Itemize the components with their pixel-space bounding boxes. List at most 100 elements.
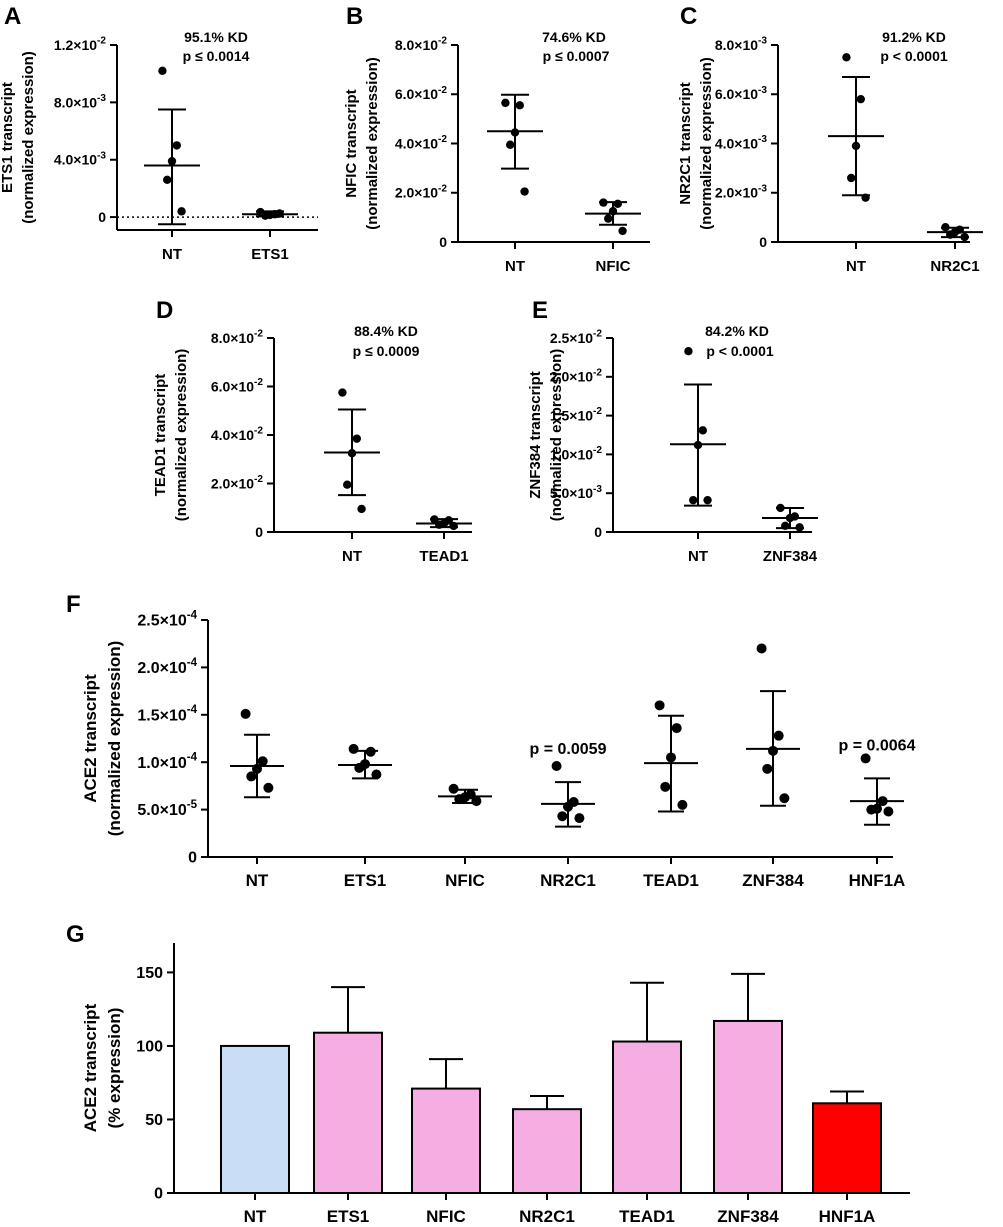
panel-b-ylabel-1: NFIC transcript: [343, 89, 360, 197]
panel-f-point: [471, 796, 482, 807]
panel-b-y-tick-label-exponent: -2: [438, 36, 447, 47]
panel-b-point: [501, 98, 510, 108]
panel-f: F ACE2 transcript (normalized expression) 0…: [66, 591, 916, 890]
panel-e-letter: E: [532, 297, 548, 324]
panel-a-y-tick-label-exponent: -3: [97, 93, 106, 104]
panel-d-ylabel-2: (normalized expression): [173, 349, 190, 522]
panel-f-point: [557, 811, 568, 822]
panel-a-letter: A: [4, 3, 21, 30]
panel-g-x-tick-label: ETS1: [327, 1207, 370, 1226]
panel-d-x-tick-label: TEAD1: [419, 548, 468, 565]
panel-c-kd-label: 91.2% KD: [882, 29, 946, 45]
panel-b-point: [515, 101, 524, 110]
panel-c-y-tick-label-exponent: -3: [758, 134, 767, 145]
panel-d-y-tick-label-exponent: -2: [254, 377, 263, 388]
panel-g-letter: G: [66, 921, 85, 948]
panel-d-y-tick-label-base: 8.0×10: [211, 330, 254, 346]
panel-b-kd-label: 74.6% KD: [542, 29, 606, 45]
panel-g-x-tick-label: NR2C1: [519, 1207, 575, 1226]
panel-f-x-tick-label: NT: [246, 871, 269, 890]
panel-f-x-tick-label: ETS1: [344, 871, 387, 890]
panel-c-x-tick-label: NR2C1: [930, 258, 979, 275]
panel-e: E ZNF384 transcript (normalized expression…: [527, 297, 818, 565]
panel-a-y-tick-label-exponent: -2: [97, 36, 106, 47]
panel-d-y-tick-label-base: 6.0×10: [211, 378, 254, 394]
panel-c-y-tick-label: 6.0×10-3: [715, 85, 768, 102]
panel-c-y-tick-label: 0: [759, 234, 767, 250]
panel-e-y-tick-label: 2.5×10-2: [550, 329, 603, 346]
panel-c-y-tick-label: 4.0×10-3: [715, 134, 768, 151]
panel-d-y-tick-label-base: 4.0×10: [211, 427, 254, 443]
panel-f-x-tick-label: ZNF384: [742, 871, 804, 890]
panel-f-y-tick-label-exponent: -4: [187, 657, 198, 669]
panel-a-y-tick-label: 0: [98, 209, 106, 225]
panel-b-point: [506, 140, 515, 149]
panel-g-bar: [313, 1031, 383, 1195]
panel-c-y-tick-label-base: 2.0×10: [715, 185, 758, 201]
panel-f-y-tick-label: 2.0×10-4: [137, 657, 197, 677]
panel-g-ylabel-2: (% expression): [105, 1008, 124, 1129]
panel-b-y-tick-label-base: 0: [439, 234, 447, 250]
panel-a-kd-label: 95.1% KD: [184, 29, 248, 45]
panel-e-point: [698, 426, 707, 435]
panel-b-y-tick-label: 6.0×10-2: [395, 85, 448, 102]
panel-e-y-tick-label-base: 2.5×10: [550, 330, 593, 346]
panel-d-y-tick-label-exponent: -2: [254, 426, 263, 437]
panel-b-y-tick-label: 4.0×10-2: [395, 134, 448, 151]
panel-a-point: [158, 66, 167, 76]
panel-f-point: [779, 793, 790, 804]
panel-d-y-tick-label: 2.0×10-2: [211, 474, 264, 491]
panel-d-y-tick-label: 8.0×10-2: [211, 329, 264, 346]
panel-c-ylabel-2: (normalized expression): [698, 57, 715, 230]
panel-b-point: [618, 226, 627, 236]
panel-f-y-tick-label-exponent: -4: [187, 704, 198, 716]
panel-a-point: [172, 141, 181, 150]
panel-c: C NR2C1 transcript (normalized expression)…: [677, 3, 983, 275]
panel-a-y-tick-label-exponent: -3: [97, 150, 106, 161]
panel-f-x-tick-label: TEAD1: [643, 871, 699, 890]
panel-b-y-tick-label-exponent: -2: [438, 85, 447, 96]
panel-f-point: [883, 806, 894, 817]
panel-c-y-tick-label: 2.0×10-3: [715, 183, 768, 200]
panel-d-point: [352, 434, 361, 443]
panel-e-x-tick-label: NT: [688, 548, 708, 565]
panel-g-ylabel-1: ACE2 transcript: [81, 1003, 100, 1132]
panel-f-point: [756, 643, 767, 654]
panel-c-y-tick-label-base: 0: [759, 234, 767, 250]
panel-f-ylabel-2: (normalized expression): [105, 641, 124, 837]
panel-e-y-tick-label: 5.0×10-3: [550, 484, 603, 501]
panel-f-y-tick-label: 1.0×10-4: [137, 752, 197, 772]
panel-a-y-tick-label-base: 4.0×10: [54, 152, 97, 168]
panel-b-point: [520, 187, 529, 196]
panel-e-y-tick-label-exponent: -3: [593, 484, 602, 495]
panel-c-y-tick-label-base: 8.0×10: [715, 37, 758, 53]
panel-f-y-tick-label-base: 2.0×10: [137, 660, 186, 677]
panel-d-y-tick-label: 0: [255, 524, 263, 540]
panel-e-x-tick-label: ZNF384: [763, 548, 818, 565]
panel-a-y-tick-label: 4.0×10-3: [54, 150, 107, 167]
panel-f-point: [677, 799, 688, 810]
panel-d-y-tick-label: 6.0×10-2: [211, 377, 264, 394]
panel-e-y-tick-label-base: 1.5×10: [550, 408, 593, 424]
panel-g-bar: [512, 1108, 582, 1195]
panel-a-y-tick-label-base: 0: [98, 209, 106, 225]
panel-b-y-tick-label-base: 2.0×10: [395, 185, 438, 201]
panel-b-x-tick-label: NT: [505, 258, 525, 275]
panel-c-letter: C: [680, 3, 697, 30]
panel-g: G ACE2 transcript (% expression) 0 50 100 150 N…: [66, 921, 910, 1226]
panel-g-x-tick-label: TEAD1: [619, 1207, 675, 1226]
panel-f-point: [860, 753, 871, 764]
panel-a-ylabel-2: (normalized expression): [20, 51, 37, 224]
panel-e-y-tick-label-base: 1.0×10: [550, 446, 593, 462]
panel-e-point: [703, 495, 712, 505]
panel-g-y-tick-label: 150: [136, 965, 163, 982]
panel-c-point: [856, 94, 865, 104]
panel-a: A ETS1 transcript (normalized expression) 0…: [0, 3, 318, 263]
panel-e-y-tick-label: 2.0×10-2: [550, 367, 603, 384]
panel-e-ylabel-2: (normalized expression): [548, 349, 565, 522]
panel-f-point: [263, 782, 274, 793]
panel-c-point: [842, 53, 851, 62]
panel-b-letter: B: [346, 3, 363, 30]
panel-f-point: [371, 769, 382, 780]
panel-g-bar: [612, 1040, 682, 1194]
